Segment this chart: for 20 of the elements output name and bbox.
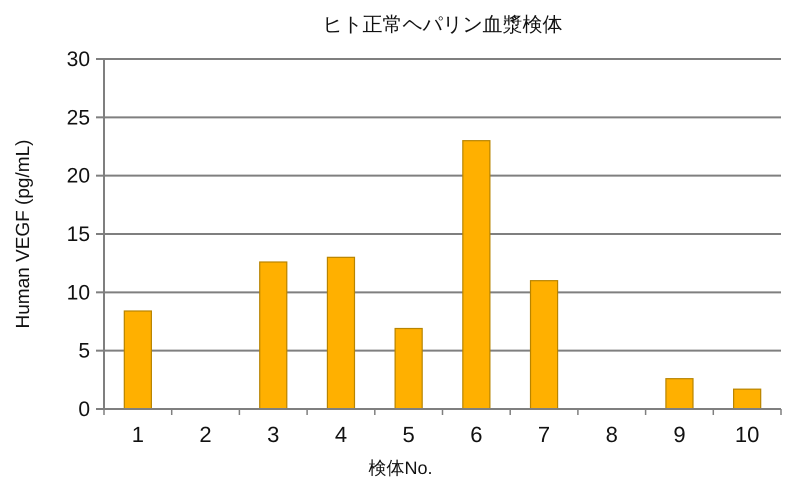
ytick-label: 0 [78,398,90,421]
xtick-label: 3 [267,422,280,447]
title: ヒト正常ヘパリン血漿検体 [322,14,562,36]
xtick-label: 7 [538,422,550,447]
ytick-label: 20 [66,164,90,188]
xtick-label: 6 [470,422,482,447]
xtick-label: 8 [606,422,618,447]
xtick-label: 1 [132,422,144,447]
ytick-label: 10 [66,281,90,304]
ytick-label: 30 [66,48,90,71]
xtick-label: 9 [673,422,686,447]
xtick-label: 10 [734,422,760,447]
xtick-label: 5 [402,422,415,447]
ytick-label: 15 [66,223,90,246]
xtick-label: 2 [199,422,212,447]
xtick-label: 4 [334,422,348,447]
ylabel: Human VEGF (pg/mL) [13,140,34,328]
ytick-label: 25 [66,106,90,130]
xlabel: 検体No. [368,458,432,478]
ytick-label: 5 [78,340,90,363]
